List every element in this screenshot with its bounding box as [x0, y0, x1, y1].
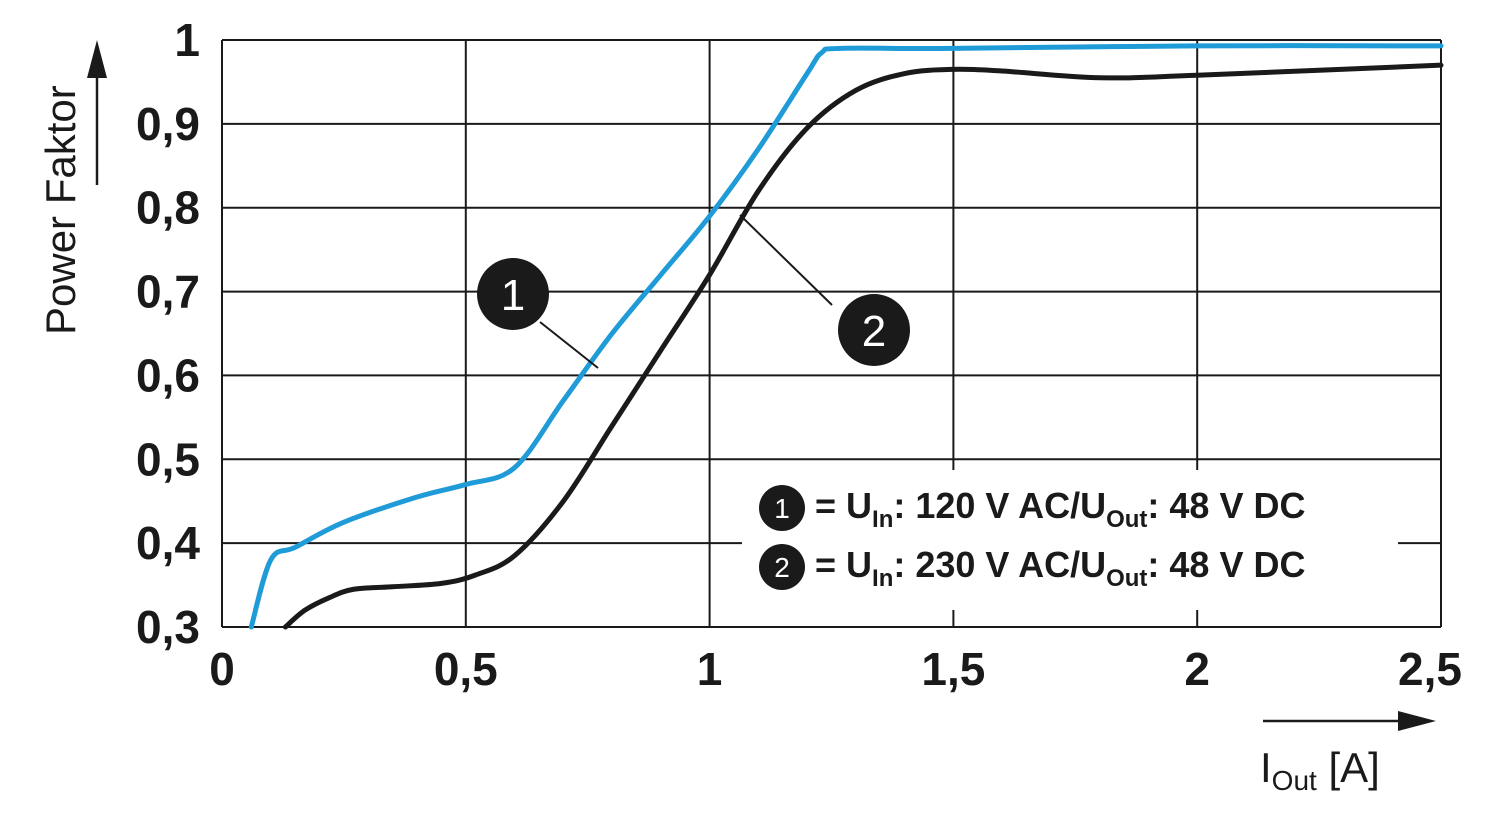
legend-2-marker-circle [759, 544, 805, 590]
legend-item-1: 1 = UIn: 120 V AC/UOut: 48 V DC [759, 485, 1305, 533]
y-tick-label: 0,9 [136, 98, 200, 150]
x-tick-label: 1 [697, 643, 723, 695]
y-tick-label: 0,7 [136, 266, 200, 318]
legend-1-marker-number: 1 [774, 493, 790, 524]
legend-1-sub1: In [872, 506, 893, 533]
y-tick-label: 1 [174, 14, 200, 66]
series-1-line [248, 43, 1444, 630]
legend-2-sub2: Out [1106, 565, 1147, 592]
callout-2-number: 2 [862, 307, 886, 356]
legend-2-mid: : 230 V AC/U [893, 544, 1106, 585]
callout-1-number: 1 [501, 271, 525, 320]
y-tick-label: 0,8 [136, 182, 200, 234]
legend-1-marker-circle [759, 485, 805, 531]
y-axis-label-group: Power Faktor [37, 40, 107, 335]
legend-1-suffix: : 48 V DC [1147, 485, 1305, 526]
x-tick-labels: 0 0,5 1 1,5 2 2,5 [209, 643, 1462, 695]
y-tick-label: 0,3 [136, 601, 200, 653]
legend: 1 = UIn: 120 V AC/UOut: 48 V DC 2 = UIn:… [742, 470, 1398, 610]
y-tick-label: 0,4 [136, 517, 200, 569]
y-tick-label: 0,5 [136, 433, 200, 485]
legend-2-suffix: : 48 V DC [1147, 544, 1305, 585]
y-axis-label: Power Faktor [37, 85, 84, 335]
x-axis-label-unit: [A] [1317, 744, 1380, 791]
callout-2-circle [838, 294, 910, 366]
series-group [248, 43, 1444, 630]
legend-2-text: = UIn: 230 V AC/UOut: 48 V DC [815, 544, 1305, 592]
callout-1-leader [539, 321, 599, 369]
legend-1-mid: : 120 V AC/U [893, 485, 1106, 526]
x-tick-label: 1,5 [921, 643, 985, 695]
legend-item-2: 2 = UIn: 230 V AC/UOut: 48 V DC [759, 544, 1305, 592]
grid [221, 39, 1442, 628]
legend-background [742, 470, 1398, 610]
series-2-line [282, 62, 1444, 630]
legend-1-sub2: Out [1106, 506, 1147, 533]
legend-2-marker-number: 2 [774, 552, 790, 583]
x-tick-label: 0 [209, 643, 235, 695]
callout-1-circle [477, 258, 549, 330]
x-axis-label-main: I [1260, 744, 1272, 791]
x-axis-label: IOut [A] [1260, 744, 1380, 796]
x-tick-label: 2,5 [1398, 643, 1462, 695]
legend-1-prefix: = U [815, 485, 872, 526]
legend-1-text: = UIn: 120 V AC/UOut: 48 V DC [815, 485, 1305, 533]
y-tick-label: 0,6 [136, 349, 200, 401]
x-axis-label-group: IOut [A] [1260, 711, 1436, 796]
x-tick-label: 2 [1184, 643, 1210, 695]
y-axis-arrow-head [87, 40, 107, 78]
x-axis-label-sub: Out [1272, 765, 1317, 796]
callouts: 1 2 [477, 214, 910, 369]
legend-2-sub1: In [872, 565, 893, 592]
y-tick-labels: 0,3 0,4 0,5 0,6 0,7 0,8 0,9 1 [136, 14, 200, 653]
legend-2-prefix: = U [815, 544, 872, 585]
x-axis-arrow-head [1398, 711, 1436, 731]
x-tick-label: 0,5 [434, 643, 498, 695]
callout-2-leader [739, 214, 833, 306]
